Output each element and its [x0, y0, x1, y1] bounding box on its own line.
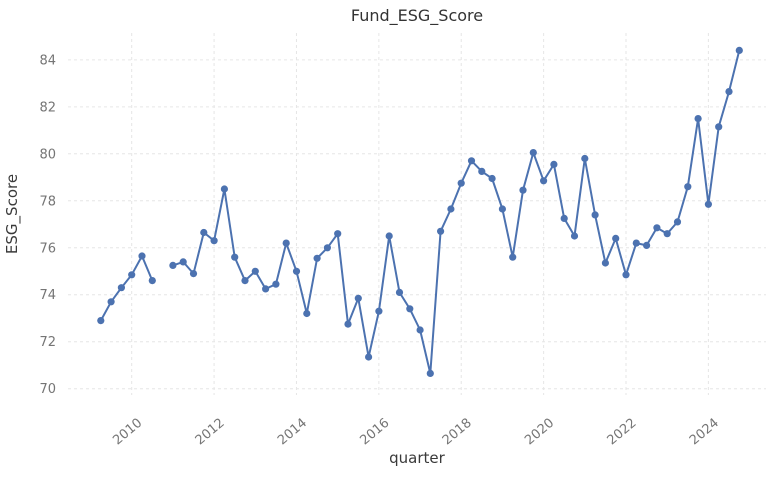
data-point-marker — [612, 234, 620, 242]
data-point-marker — [540, 177, 548, 185]
data-point-marker — [406, 305, 414, 313]
data-point-marker — [241, 277, 249, 285]
data-point-marker — [148, 277, 156, 285]
data-point-marker — [550, 160, 558, 168]
data-point-marker — [107, 298, 115, 306]
data-point-marker — [251, 267, 259, 275]
data-point-marker — [643, 241, 651, 249]
y-tick-label: 82 — [39, 100, 56, 115]
x-tick-label: 2016 — [357, 416, 392, 449]
data-point-marker — [478, 167, 486, 175]
x-tick-label: 2020 — [522, 416, 557, 449]
data-point-marker — [457, 179, 465, 187]
data-point-marker — [385, 232, 393, 240]
y-tick-label: 70 — [39, 382, 56, 397]
data-point-marker — [313, 254, 321, 262]
data-point-marker — [354, 294, 362, 302]
data-point-marker — [735, 46, 743, 55]
data-point-marker — [365, 353, 373, 361]
data-point-marker — [684, 183, 692, 191]
data-point-marker — [323, 244, 331, 252]
data-point-marker — [560, 214, 568, 222]
y-tick-label: 72 — [39, 335, 56, 350]
data-point-marker — [169, 261, 177, 269]
chart-title: Fund_ESG_Score — [351, 6, 483, 26]
data-point-marker — [725, 88, 733, 96]
y-axis-label: ESG_Score — [3, 174, 22, 254]
data-point-marker — [591, 211, 599, 219]
data-point-marker — [704, 200, 713, 208]
data-point-marker — [653, 224, 661, 232]
data-point-marker — [272, 280, 280, 288]
data-point-marker — [694, 115, 702, 123]
data-point-marker — [220, 185, 228, 193]
data-point-marker — [200, 228, 208, 237]
data-point-marker — [416, 326, 424, 334]
x-tick-label: 2024 — [687, 416, 722, 449]
x-tick-label: 2014 — [275, 416, 310, 449]
data-point-marker — [715, 123, 723, 131]
y-tick-label: 74 — [39, 288, 56, 303]
data-point-marker — [426, 369, 434, 377]
data-point-marker — [117, 284, 125, 292]
data-point-marker — [303, 309, 311, 318]
data-point-marker — [529, 149, 537, 157]
data-point-marker — [128, 271, 136, 279]
data-point-marker — [622, 271, 630, 279]
data-point-marker — [632, 239, 640, 247]
series-line — [171, 49, 741, 375]
data-point-marker — [509, 253, 517, 261]
data-point-marker — [467, 157, 476, 165]
y-tick-label: 76 — [39, 241, 56, 256]
data-point-marker — [581, 154, 589, 163]
data-point-marker — [344, 320, 352, 328]
data-point-marker — [292, 267, 301, 275]
x-tick-label: 2010 — [110, 416, 145, 449]
data-point-marker — [447, 205, 455, 213]
x-tick-label: 2018 — [440, 416, 475, 449]
data-point-marker — [231, 253, 239, 261]
data-point-marker — [262, 285, 270, 293]
data-point-marker — [210, 237, 218, 245]
data-point-marker — [437, 227, 445, 235]
data-point-marker — [179, 258, 187, 266]
x-tick-label: 2022 — [605, 416, 640, 449]
data-point-marker — [601, 259, 610, 267]
esg-score-line-series — [97, 46, 743, 377]
y-axis-tick-labels: 70 72 74 76 78 80 82 84 — [39, 53, 56, 397]
data-point-marker — [488, 174, 496, 183]
data-point-marker — [663, 230, 671, 238]
y-tick-label: 84 — [39, 53, 56, 68]
x-tick-label: 2012 — [193, 416, 228, 449]
data-point-marker — [189, 270, 198, 278]
data-point-marker — [334, 230, 342, 238]
data-point-marker — [395, 288, 404, 296]
y-tick-label: 78 — [39, 194, 56, 209]
data-point-marker — [138, 252, 146, 260]
series-line — [99, 255, 154, 322]
data-point-marker — [570, 232, 579, 240]
data-point-marker — [673, 218, 682, 226]
x-axis-label: quarter — [389, 449, 445, 467]
data-point-marker — [498, 205, 506, 213]
data-point-marker — [519, 186, 527, 194]
grid-lines — [68, 33, 766, 395]
data-point-marker — [97, 317, 105, 325]
data-point-marker — [282, 239, 290, 247]
x-axis-tick-labels: 2010 2012 2014 2016 2018 2020 2022 2024 — [110, 416, 722, 449]
data-point-marker — [375, 307, 383, 315]
y-tick-label: 80 — [39, 147, 56, 162]
